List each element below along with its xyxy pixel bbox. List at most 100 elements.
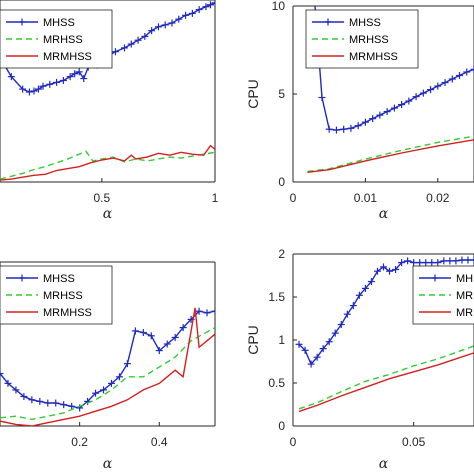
series-mhss-point [4, 379, 12, 387]
chart-panel-4: 0 0.05 0 0.5 1 1.5 2 α CPU MH MR MR [245, 247, 474, 472]
series-mhss-point [202, 3, 210, 11]
series-mhss-point [25, 88, 33, 96]
series-mrhss-line [0, 150, 215, 180]
x-tick-label: 0.2 [71, 435, 88, 449]
series-mhss-point [195, 307, 203, 315]
legend-label-mrmhss: MRMHSS [349, 51, 398, 63]
x-tick-label: 0 [290, 191, 297, 205]
series-mhss-point [380, 263, 387, 271]
series-mhss-point [470, 256, 474, 264]
series-mhss-point [373, 267, 381, 275]
series-mhss-point [36, 397, 44, 405]
series-mhss-point [456, 72, 464, 80]
y-tick-label: 1 [278, 333, 285, 347]
series-mhss-point [332, 126, 340, 134]
series-mhss-point [168, 19, 176, 27]
series-mhss-point [376, 111, 384, 119]
legend-label-mrhss: MR [456, 290, 473, 302]
series-mhss-point [203, 309, 211, 317]
series-mhss-point [195, 6, 203, 14]
legend: MHSS MRHSS MRMHSS [0, 9, 113, 69]
y-tick-label: 1.5 [268, 290, 285, 304]
series-mhss-point [19, 85, 27, 93]
series-mhss-point [325, 125, 333, 133]
series-mhss-point [313, 353, 321, 361]
series-mhss-point [0, 370, 4, 378]
x-tick-label: 0.5 [93, 191, 110, 205]
series-mhss-point [404, 257, 412, 265]
series-mhss-point [46, 80, 54, 88]
legend-label-mhss: MHSS [349, 17, 381, 29]
series-mhss-point [405, 97, 413, 105]
series-mhss-point [422, 259, 430, 267]
legend-label-mhss: MH [456, 273, 473, 285]
series-mhss-point [440, 257, 448, 265]
legend-label-mrhss: MRHSS [43, 34, 83, 46]
series-mhss-point [141, 32, 149, 40]
series-mhss-point [412, 93, 420, 101]
x-tick-label: 0 [290, 435, 297, 449]
series-mhss-point [147, 332, 155, 340]
x-axis-label: α [103, 456, 113, 472]
series-mhss-point [347, 124, 355, 132]
series-mhss-point [131, 327, 139, 335]
series-mhss-point [311, 0, 318, 6]
series-mhss-point [182, 11, 190, 19]
series-mhss-point [367, 278, 375, 286]
plot-area [0, 307, 215, 426]
series-mhss-point [390, 104, 398, 112]
series-mhss-point [120, 44, 128, 52]
chart-panel-2: 0 0.01 0.02 0 5 10 α CPU MHSS MRHSS MRMHSS [245, 0, 474, 222]
series-mhss-point [155, 347, 163, 355]
x-axis-label: α [379, 456, 389, 472]
series-mhss-point [75, 68, 83, 76]
series-mhss-point [66, 73, 74, 81]
legend-label-mrmhss: MRMHSS [43, 51, 92, 63]
series-mhss-point [410, 259, 418, 267]
x-tick-label: 0.01 [354, 191, 378, 205]
series-mhss-point [28, 396, 36, 404]
series-mhss-point [148, 27, 156, 35]
series-mhss-point [80, 75, 88, 83]
series-mhss-point [179, 324, 187, 332]
series-mhss-point [464, 256, 472, 264]
legend-label-mhss: MHSS [43, 17, 75, 29]
x-tick-label: 1 [212, 191, 219, 205]
series-mhss-point [171, 333, 179, 341]
legend-label-mrhss: MRHSS [43, 290, 83, 302]
series-mhss-point [427, 86, 435, 94]
series-mhss-point [163, 340, 171, 348]
series-mhss-point [100, 386, 108, 394]
series-mhss-point [325, 338, 333, 346]
series-mhss-point [355, 291, 363, 299]
series-mhss-point [337, 321, 345, 329]
series-mhss-point [154, 23, 162, 31]
y-tick-label: 0 [278, 175, 285, 189]
legend: MHSS MRHSS MRMHSS [305, 9, 419, 69]
series-mrmhss-line [307, 139, 474, 173]
plot-area [295, 256, 474, 413]
x-tick-label: 0.02 [426, 191, 450, 205]
series-mhss-point [392, 265, 400, 273]
x-axis-label: α [379, 206, 389, 222]
series-mhss-point [139, 329, 147, 337]
y-tick-label: 0.5 [268, 376, 285, 390]
series-mhss-point [206, 1, 214, 9]
series-mhss-point [340, 125, 348, 133]
series-mhss-line [0, 310, 215, 409]
series-mhss-point [386, 267, 394, 275]
series-mhss-point [52, 399, 60, 407]
y-tick-label: 0 [278, 419, 285, 433]
series-mhss-point [354, 122, 362, 130]
y-tick-label: 10 [272, 0, 286, 13]
series-mhss-point [458, 256, 466, 264]
legend-label-mrhss: MRHSS [349, 34, 389, 46]
series-mhss-point [12, 386, 20, 394]
series-mrmhss-line [0, 307, 215, 426]
series-mhss-point [115, 373, 123, 381]
series-mhss-point [39, 82, 47, 90]
series-mhss-point [319, 345, 327, 353]
series-mhss-point [369, 115, 377, 123]
series-mrhss-line [307, 135, 474, 173]
legend-label-mrmhss: MR [456, 307, 473, 319]
